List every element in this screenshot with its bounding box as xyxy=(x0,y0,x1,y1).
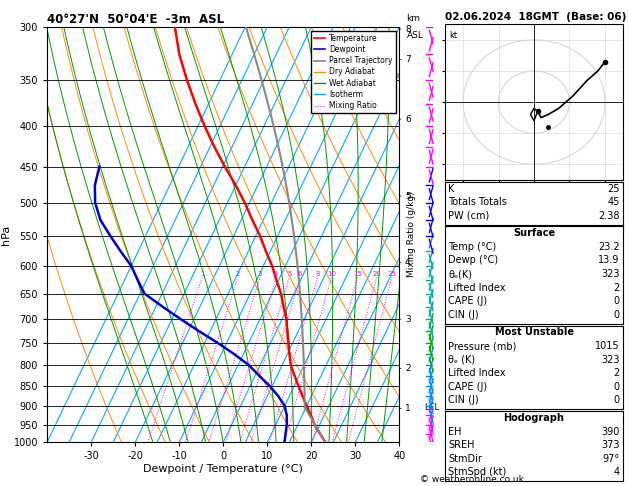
Text: Temp (°C): Temp (°C) xyxy=(448,242,497,252)
Legend: Temperature, Dewpoint, Parcel Trajectory, Dry Adiabat, Wet Adiabat, Isotherm, Mi: Temperature, Dewpoint, Parcel Trajectory… xyxy=(311,31,396,113)
Text: Most Unstable: Most Unstable xyxy=(494,328,574,337)
Text: 6: 6 xyxy=(298,271,303,278)
Text: 0: 0 xyxy=(613,296,620,306)
Text: Dewp (°C): Dewp (°C) xyxy=(448,256,499,265)
Text: 3: 3 xyxy=(405,314,411,324)
Text: 97°: 97° xyxy=(603,454,620,464)
Text: 25: 25 xyxy=(387,271,396,278)
Text: StmDir: StmDir xyxy=(448,454,482,464)
Text: 23.2: 23.2 xyxy=(598,242,620,252)
Text: 0: 0 xyxy=(613,396,620,405)
Text: Mixing Ratio (g/kg): Mixing Ratio (g/kg) xyxy=(408,191,416,278)
Text: Lifted Index: Lifted Index xyxy=(448,283,506,293)
Text: 2: 2 xyxy=(405,364,411,373)
Text: 25: 25 xyxy=(607,184,620,193)
Text: 20: 20 xyxy=(372,271,381,278)
Text: 1: 1 xyxy=(405,404,411,413)
Text: 8: 8 xyxy=(405,24,411,34)
Text: StmSpd (kt): StmSpd (kt) xyxy=(448,468,507,477)
Text: Lifted Index: Lifted Index xyxy=(448,368,506,378)
Text: 323: 323 xyxy=(601,355,620,364)
Text: CIN (J): CIN (J) xyxy=(448,310,479,320)
Text: 1015: 1015 xyxy=(595,341,620,351)
Text: 10: 10 xyxy=(327,271,336,278)
Text: km: km xyxy=(406,14,420,22)
Text: 2.38: 2.38 xyxy=(598,211,620,221)
Text: 4: 4 xyxy=(405,258,411,267)
Text: 390: 390 xyxy=(601,427,620,436)
Text: θₑ (K): θₑ (K) xyxy=(448,355,476,364)
Text: 4: 4 xyxy=(274,271,279,278)
Text: 2: 2 xyxy=(613,283,620,293)
Text: K: K xyxy=(448,184,455,193)
Text: LCL: LCL xyxy=(425,402,440,412)
Text: 0: 0 xyxy=(613,382,620,392)
Text: 7: 7 xyxy=(405,55,411,64)
Text: ASL: ASL xyxy=(406,31,423,40)
Text: 323: 323 xyxy=(601,269,620,279)
Text: EH: EH xyxy=(448,427,462,436)
Text: 373: 373 xyxy=(601,440,620,450)
Text: 2: 2 xyxy=(236,271,240,278)
Text: Pressure (mb): Pressure (mb) xyxy=(448,341,517,351)
X-axis label: Dewpoint / Temperature (°C): Dewpoint / Temperature (°C) xyxy=(143,464,303,474)
Text: Surface: Surface xyxy=(513,228,555,238)
Text: Totals Totals: Totals Totals xyxy=(448,197,508,207)
Text: 2: 2 xyxy=(613,368,620,378)
Text: 5: 5 xyxy=(287,271,291,278)
Text: 1: 1 xyxy=(200,271,204,278)
Text: 13.9: 13.9 xyxy=(598,256,620,265)
Y-axis label: hPa: hPa xyxy=(1,225,11,244)
Text: 3: 3 xyxy=(258,271,262,278)
Text: 5: 5 xyxy=(405,191,411,201)
Text: © weatheronline.co.uk: © weatheronline.co.uk xyxy=(420,474,524,484)
Text: CIN (J): CIN (J) xyxy=(448,396,479,405)
Text: 0: 0 xyxy=(613,310,620,320)
Text: SREH: SREH xyxy=(448,440,475,450)
Text: 40°27'N  50°04'E  -3m  ASL: 40°27'N 50°04'E -3m ASL xyxy=(47,13,225,26)
Text: 6: 6 xyxy=(405,115,411,123)
Text: Hodograph: Hodograph xyxy=(504,413,564,423)
Text: θₑ(K): θₑ(K) xyxy=(448,269,472,279)
Text: 15: 15 xyxy=(353,271,362,278)
Text: kt: kt xyxy=(449,31,457,39)
Text: 8: 8 xyxy=(315,271,320,278)
Text: CAPE (J): CAPE (J) xyxy=(448,296,487,306)
Text: 45: 45 xyxy=(607,197,620,207)
Text: 4: 4 xyxy=(613,468,620,477)
Text: 02.06.2024  18GMT  (Base: 06): 02.06.2024 18GMT (Base: 06) xyxy=(445,12,626,22)
Text: PW (cm): PW (cm) xyxy=(448,211,490,221)
Text: CAPE (J): CAPE (J) xyxy=(448,382,487,392)
